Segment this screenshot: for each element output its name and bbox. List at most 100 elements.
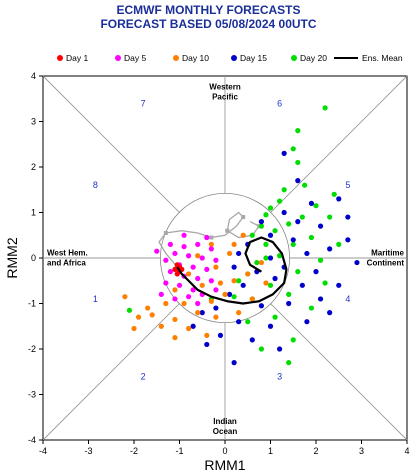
- x-axis-label: RMM1: [204, 457, 245, 473]
- legend-label-day-10: Day 10: [182, 53, 209, 63]
- day-10-point: [249, 296, 255, 302]
- day-10-point: [122, 294, 128, 300]
- day-15-point: [213, 305, 219, 311]
- legend-label-day-20: Day 20: [300, 53, 327, 63]
- day-15-point: [317, 296, 324, 302]
- grey-track-marker: [241, 215, 246, 220]
- day-5-point: [190, 287, 196, 293]
- day-20-point: [295, 159, 301, 166]
- y-axis-label: RMM2: [4, 237, 20, 278]
- day-5-point: [195, 241, 201, 247]
- day-20-point: [263, 212, 269, 218]
- x-tick-label: -2: [130, 446, 138, 456]
- phase-label-5: 5: [345, 180, 350, 190]
- day-20-point: [272, 228, 278, 234]
- day-20-point: [277, 198, 283, 204]
- chart-title-line2: FORECAST BASED 05/08/2024 00UTC: [100, 17, 317, 31]
- day-10-point: [226, 250, 233, 257]
- day-5-point: [181, 244, 187, 250]
- day-20-point: [286, 360, 292, 366]
- day-15-point: [304, 319, 310, 325]
- day-15-point: [317, 223, 324, 229]
- day-5-point: [186, 294, 192, 300]
- day-20-point: [258, 223, 264, 229]
- day-20-point: [308, 234, 315, 241]
- day-15-point: [236, 250, 242, 257]
- day-15-point: [231, 264, 237, 270]
- day-10-point: [131, 325, 137, 332]
- day-10-point: [231, 278, 237, 284]
- x-tick-label: -4: [39, 446, 47, 456]
- diagonal-line-0: [42, 75, 180, 213]
- day-20-point: [231, 294, 237, 300]
- x-tick-label: 2: [313, 446, 318, 456]
- y-tick-label: -1: [28, 299, 36, 309]
- region-label: Maritime: [371, 249, 404, 258]
- day-15-point: [281, 209, 287, 216]
- region-label: Ocean: [213, 427, 238, 436]
- day-20-point: [236, 278, 242, 284]
- day-5-point: [199, 255, 205, 261]
- y-tick-label: 2: [31, 162, 36, 172]
- day-10-point: [158, 323, 164, 329]
- day-15-point: [277, 346, 283, 352]
- day-10-point: [181, 300, 187, 307]
- day-10-point: [208, 298, 214, 304]
- day-20-point: [272, 314, 278, 320]
- day-20-point: [249, 232, 255, 238]
- day-20-point: [322, 105, 328, 111]
- day-1-point: [172, 266, 178, 272]
- day-15-point: [267, 232, 274, 238]
- day-5-point: [163, 280, 169, 286]
- day-15-point: [304, 250, 310, 257]
- day-10-point: [172, 316, 178, 323]
- day-5-point: [204, 234, 210, 241]
- day-20-point: [267, 282, 274, 288]
- x-tick-label: -3: [84, 446, 92, 456]
- day-10-point: [240, 232, 246, 238]
- day-20-point: [258, 346, 264, 352]
- region-label: West Hem.: [47, 249, 88, 258]
- day-20-point: [299, 214, 305, 220]
- day-5-point: [213, 257, 219, 263]
- chart-title-line1: ECMWF MONTHLY FORECASTS: [116, 3, 301, 17]
- day-15-point: [217, 332, 224, 338]
- day-20-point: [331, 191, 337, 197]
- grey-track-marker: [163, 230, 168, 235]
- day-20-point: [281, 187, 287, 193]
- day-10-point: [149, 312, 155, 318]
- diagonal-line-2: [42, 303, 180, 441]
- x-tick-label: 4: [404, 446, 409, 456]
- day-20-point: [126, 307, 133, 313]
- day-15-point: [345, 237, 351, 243]
- x-tick-label: 1: [268, 446, 273, 456]
- day-10-point: [263, 280, 269, 286]
- region-label: Continent: [367, 259, 405, 268]
- day-15-point: [258, 219, 264, 225]
- day-20-point: [313, 203, 319, 209]
- day-15-point: [295, 219, 301, 225]
- day-15-point: [336, 196, 342, 202]
- day-10-point: [186, 271, 192, 277]
- day-20-point: [290, 241, 296, 247]
- y-tick-label: 0: [31, 253, 36, 263]
- day-15-point: [272, 275, 278, 282]
- day-5-point: [158, 291, 164, 297]
- day-5-point: [163, 257, 169, 263]
- grey-track-marker: [209, 235, 214, 240]
- phase-label-7: 7: [141, 98, 146, 108]
- legend-marker-day-10: [173, 55, 179, 61]
- unit-circle: [159, 192, 291, 324]
- day-5-point: [167, 269, 173, 275]
- day-15-point: [258, 303, 264, 309]
- day-20-point: [327, 214, 333, 220]
- legend-label-day-15: Day 15: [240, 53, 267, 63]
- phase-label-3: 3: [277, 371, 282, 381]
- day-10-point: [135, 314, 142, 320]
- day-15-point: [190, 323, 196, 329]
- day-10-point: [208, 241, 214, 247]
- y-tick-label: -2: [28, 344, 36, 354]
- y-tick-label: 3: [31, 117, 36, 127]
- day-15-point: [354, 259, 360, 266]
